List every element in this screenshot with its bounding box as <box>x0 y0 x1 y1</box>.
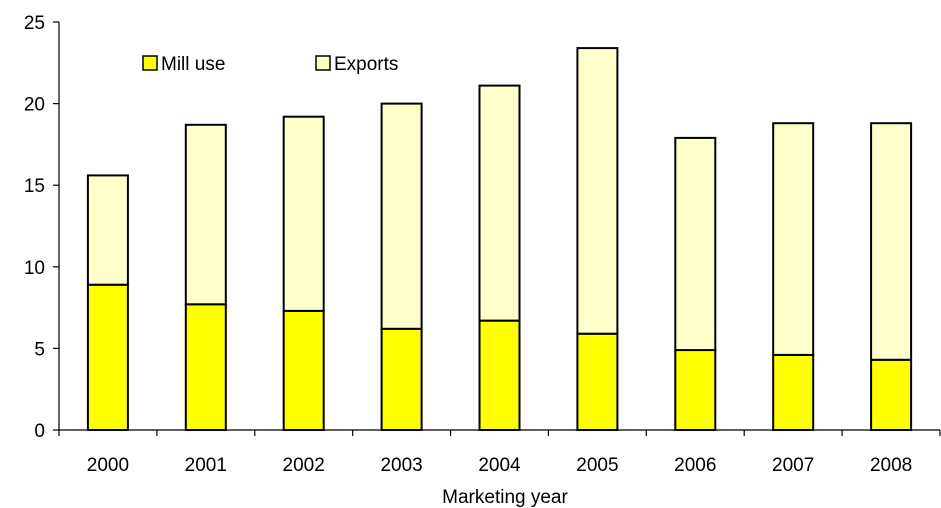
bar-exports-2002 <box>282 115 325 312</box>
bars-layer <box>86 47 913 432</box>
x-tick-label-2007: 2007 <box>772 455 814 476</box>
x-tick-label-2000: 2000 <box>87 455 129 476</box>
bar-mill-use-2001 <box>184 303 227 431</box>
bar-mill-use-2006 <box>674 349 717 431</box>
bar-exports-2006 <box>674 136 717 352</box>
legend-label-exports: Exports <box>334 54 398 75</box>
y-tick-label-5: 5 <box>34 339 45 360</box>
axes-layer: 2000 2001 2002 2003 2004 2005 2006 2007 2008 0 5 10… <box>24 13 941 476</box>
legend-swatch-mill-use <box>142 55 158 71</box>
bar-exports-2003 <box>380 102 423 330</box>
x-tick-label-2008: 2008 <box>870 455 912 476</box>
bar-mill-use-2002 <box>282 309 325 431</box>
bar-mill-use-2003 <box>380 327 423 431</box>
legend-swatch-exports <box>315 55 331 71</box>
bar-exports-2007 <box>772 122 815 356</box>
bar-mill-use-2000 <box>86 283 129 431</box>
x-tick-label-2001: 2001 <box>185 455 227 476</box>
legend: Mill use Exports <box>142 54 398 75</box>
bar-mill-use-2007 <box>772 353 815 431</box>
x-tick-label-2002: 2002 <box>283 455 325 476</box>
bar-exports-2004 <box>478 84 521 322</box>
x-tick-label-2006: 2006 <box>674 455 716 476</box>
bar-exports-2001 <box>184 123 227 306</box>
bar-exports-2000 <box>86 174 129 286</box>
x-axis-title: Marketing year <box>442 487 568 508</box>
legend-label-mill-use: Mill use <box>161 54 225 75</box>
y-tick-label-15: 15 <box>24 176 45 197</box>
bar-mill-use-2005 <box>576 332 619 432</box>
bar-exports-2008 <box>870 122 913 361</box>
bar-mill-use-2004 <box>478 319 521 432</box>
y-tick-label-10: 10 <box>24 258 45 279</box>
bar-exports-2005 <box>576 47 619 335</box>
x-tick-label-2003: 2003 <box>380 455 422 476</box>
y-tick-label-20: 20 <box>24 95 45 116</box>
x-tick-label-2005: 2005 <box>576 455 618 476</box>
x-tick-label-2004: 2004 <box>478 455 521 476</box>
y-tick-label-25: 25 <box>24 13 45 34</box>
y-tick-label-0: 0 <box>34 421 45 442</box>
bar-mill-use-2008 <box>870 358 913 431</box>
